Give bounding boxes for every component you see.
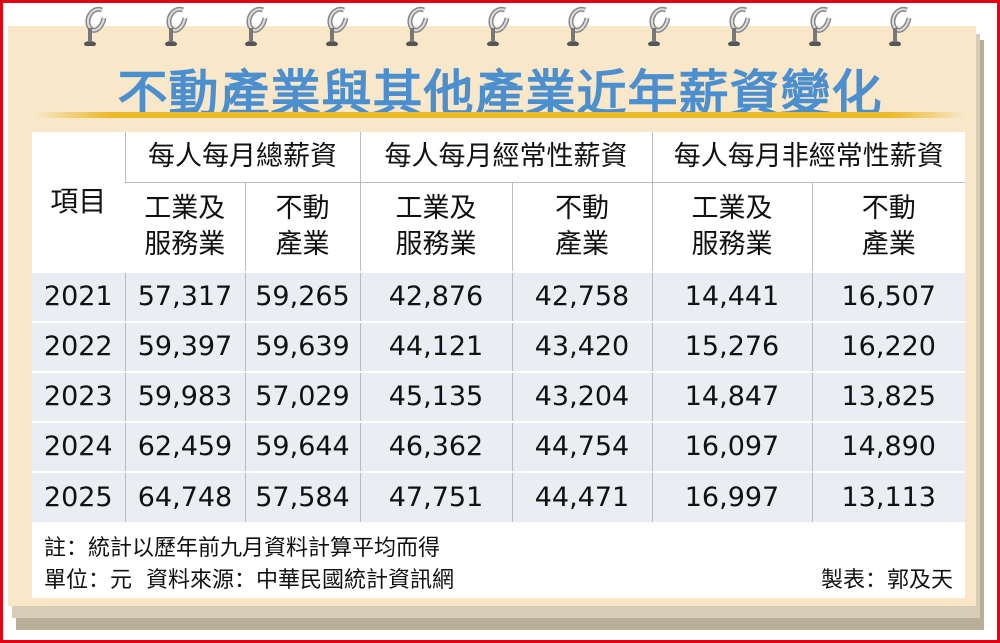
sub-header: 工業及 服務業 (359, 182, 512, 272)
year-cell: 2025 (32, 471, 125, 522)
value-cell: 57,584 (244, 471, 360, 522)
table-row: 2021 57,317 59,265 42,876 42,758 14,441 16,507 (32, 271, 965, 322)
value-cell: 44,754 (511, 421, 652, 472)
sub-header: 工業及 服務業 (125, 182, 245, 272)
value-cell: 57,317 (124, 271, 245, 322)
table-row: 2024 62,459 59,644 46,362 44,754 16,097 14,890 (32, 421, 965, 472)
sub-header-line: 服務業 (691, 228, 773, 260)
value-cell: 62,459 (124, 421, 245, 472)
unit-source-text: 單位：元 資料來源：中華民國統計資訊網 (44, 568, 454, 593)
value-cell: 59,265 (244, 271, 360, 322)
ring-icon (164, 6, 187, 46)
value-cell: 16,097 (651, 421, 812, 472)
table-row: 2022 59,397 59,639 44,121 43,420 15,276 16,220 (32, 321, 965, 372)
value-cell: 59,639 (244, 321, 360, 372)
value-cell: 44,471 (511, 471, 652, 522)
group-header: 每人每月非經常性薪資 (651, 132, 965, 183)
ring-icon (889, 6, 912, 46)
value-cell: 46,362 (359, 421, 512, 472)
value-cell: 64,748 (124, 471, 245, 522)
year-cell: 2023 (32, 371, 125, 422)
header-row-groups: 項目 每人每月總薪資 每人每月經常性薪資 每人每月非經常性薪資 (32, 132, 965, 273)
title-underline (35, 112, 965, 118)
value-cell: 42,758 (511, 271, 652, 322)
sub-header-line: 不動 (275, 192, 330, 224)
value-cell: 43,420 (511, 321, 652, 372)
credit-text: 製表：郭及天 (820, 568, 953, 593)
ring-icon (84, 6, 107, 46)
ring-icon (486, 6, 509, 46)
value-cell: 43,204 (511, 371, 652, 422)
item-header: 項目 (32, 132, 125, 273)
sub-header-line: 服務業 (395, 228, 477, 260)
year-cell: 2024 (32, 421, 125, 472)
sub-header: 不動 產業 (511, 182, 652, 272)
value-cell: 47,751 (359, 471, 512, 522)
value-cell: 13,113 (811, 471, 965, 522)
value-cell: 13,825 (811, 371, 965, 422)
sub-header-line: 工業及 (395, 192, 477, 224)
ring-icon (728, 6, 751, 46)
sub-header-line: 工業及 (691, 192, 773, 224)
value-cell: 59,644 (244, 421, 360, 472)
sub-header: 不動 產業 (811, 182, 965, 272)
sub-header-line: 不動 (555, 192, 609, 224)
value-cell: 14,441 (651, 271, 812, 322)
value-cell: 14,847 (651, 371, 812, 422)
sub-header-line: 產業 (555, 228, 609, 260)
table-row: 2025 64,748 57,584 47,751 44,471 16,997 13,113 (32, 471, 965, 522)
ring-icon (245, 6, 268, 46)
ring-icon (647, 6, 670, 46)
sub-header-line: 服務業 (144, 228, 226, 260)
value-cell: 45,135 (359, 371, 512, 422)
value-cell: 14,890 (811, 421, 965, 472)
ring-icon (325, 6, 348, 46)
sub-header: 不動 產業 (244, 182, 360, 272)
sub-header-line: 產業 (275, 228, 330, 260)
value-cell: 16,220 (811, 321, 965, 372)
ring-icon (808, 6, 831, 46)
sub-header-line: 工業及 (144, 192, 226, 224)
group-header: 每人每月經常性薪資 (359, 132, 652, 183)
ring-icon (406, 6, 429, 46)
sub-header-line: 不動 (861, 192, 916, 224)
salary-table: 項目 每人每月總薪資 每人每月經常性薪資 每人每月非經常性薪資 工業及 服務業 不動… (32, 132, 965, 522)
note-text: 註：統計以歷年前九月資料計算平均而得 (44, 536, 441, 561)
sub-header-line: 產業 (861, 228, 916, 260)
value-cell: 59,983 (124, 371, 245, 422)
value-cell: 44,121 (359, 321, 512, 372)
ring-icon (567, 6, 590, 46)
group-header: 每人每月總薪資 (124, 132, 360, 183)
value-cell: 15,276 (651, 321, 812, 372)
notes-panel: 註：統計以歷年前九月資料計算平均而得 單位：元 資料來源：中華民國統計資訊網 製… (32, 522, 965, 598)
value-cell: 59,397 (124, 321, 245, 372)
value-cell: 42,876 (359, 271, 512, 322)
value-cell: 16,507 (811, 271, 965, 322)
sub-header: 工業及 服務業 (651, 182, 812, 272)
table-row: 2023 59,983 57,029 45,135 43,204 14,847 13,825 (32, 371, 965, 422)
value-cell: 16,997 (651, 471, 812, 522)
header-row-sub: 工業及 服務業 不動 產業 工業及 服務業 不動 產業 工業及 服務業 不動 產業 (32, 182, 965, 272)
year-cell: 2022 (32, 321, 125, 372)
value-cell: 57,029 (244, 371, 360, 422)
year-cell: 2021 (32, 271, 125, 322)
